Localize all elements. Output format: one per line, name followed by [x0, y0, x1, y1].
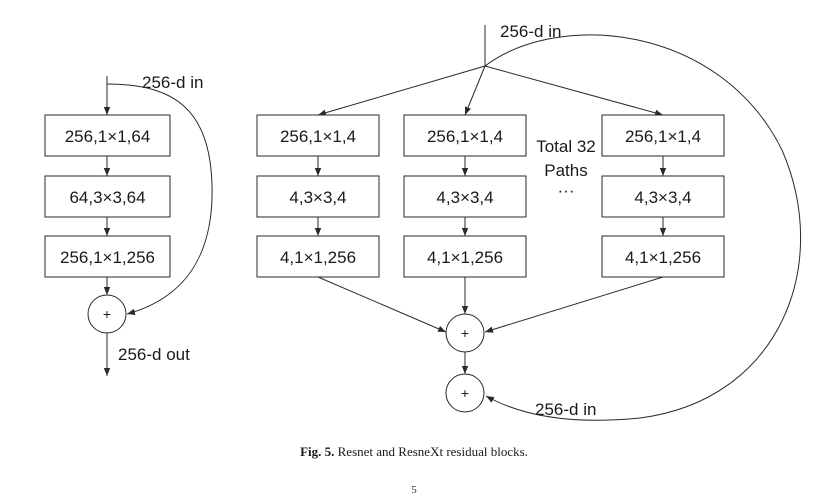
resnet-layer-3-label: 256,1×1,256	[60, 248, 155, 267]
resnet-layer-2-label: 64,3×3,64	[69, 188, 145, 207]
resnext-block: 256-d in 256,1×1,4 4,3×3,4 4,1×1,256 256…	[256, 22, 802, 421]
resnext-skip-connection	[484, 34, 802, 421]
resnext-path-3-layer-3-box	[601, 235, 725, 278]
figure-caption-label: Fig. 5.	[300, 444, 335, 459]
resnext-path-3: 256,1×1,4 4,3×3,4 4,1×1,256	[484, 114, 725, 333]
resnext-path-2-layer-1-box	[403, 114, 527, 157]
figure-caption-text: Resnet and ResneXt residual blocks.	[337, 444, 528, 459]
resnext-path-3-layer-1-label: 256,1×1,4	[625, 127, 701, 146]
resnet-sum-symbol: +	[103, 306, 111, 322]
resnet-skip-connection	[106, 83, 213, 315]
resnext-split-arrow-1	[317, 65, 486, 116]
resnext-path-3-merge-arrow	[484, 276, 664, 333]
resnext-path-3-layer-2-label: 4,3×3,4	[634, 188, 691, 207]
resnext-path-1-layer-2-label: 4,3×3,4	[289, 188, 346, 207]
resnext-path-1: 256,1×1,4 4,3×3,4 4,1×1,256	[256, 114, 447, 333]
resnext-path-3-layer-1-box	[601, 114, 725, 157]
resnext-path-2-layer-3-label: 4,1×1,256	[427, 248, 503, 267]
paths-note-line-1: Total 32	[536, 137, 596, 156]
resnext-path-1-layer-2-box	[256, 175, 380, 218]
resnet-layer-1-label: 256,1×1,64	[65, 127, 151, 146]
resnext-path-2: 256,1×1,4 4,3×3,4 4,1×1,256	[403, 114, 527, 314]
resnext-path-2-layer-2-box	[403, 175, 527, 218]
resnext-input-label: 256-d in	[500, 22, 561, 41]
resnext-path-2-layer-2-label: 4,3×3,4	[436, 188, 493, 207]
resnext-path-1-layer-3-label: 4,1×1,256	[280, 248, 356, 267]
resnext-split-arrow-3	[484, 65, 664, 116]
resnext-split-arrow-2	[464, 65, 486, 116]
resnet-layer-1-box	[44, 114, 171, 157]
page-number: 5	[411, 484, 417, 496]
resnext-path-1-merge-arrow	[317, 276, 447, 333]
resnext-path-2-layer-3-box	[403, 235, 527, 278]
figure-caption: Fig. 5. Resnet and ResneXt residual bloc…	[0, 444, 828, 460]
resnet-output-label: 256-d out	[118, 345, 190, 364]
resnet-block: 256-d in 256,1×1,64 64,3×3,64 256,1×1,25…	[44, 73, 213, 376]
paths-ellipsis: ···	[558, 181, 575, 200]
resnet-input-label: 256-d in	[142, 73, 203, 92]
resnext-residual-symbol: +	[461, 385, 469, 401]
resnext-path-2-layer-1-label: 256,1×1,4	[427, 127, 503, 146]
resnext-skip-label: 256-d in	[535, 400, 596, 419]
resnext-aggregate-symbol: +	[461, 325, 469, 341]
paths-note-line-2: Paths	[544, 161, 587, 180]
resnet-layer-2-box	[44, 175, 171, 218]
resnext-path-1-layer-3-box	[256, 235, 380, 278]
resnext-path-1-layer-1-label: 256,1×1,4	[280, 127, 356, 146]
resnext-residual-node	[445, 373, 485, 413]
resnext-path-3-layer-3-label: 4,1×1,256	[625, 248, 701, 267]
